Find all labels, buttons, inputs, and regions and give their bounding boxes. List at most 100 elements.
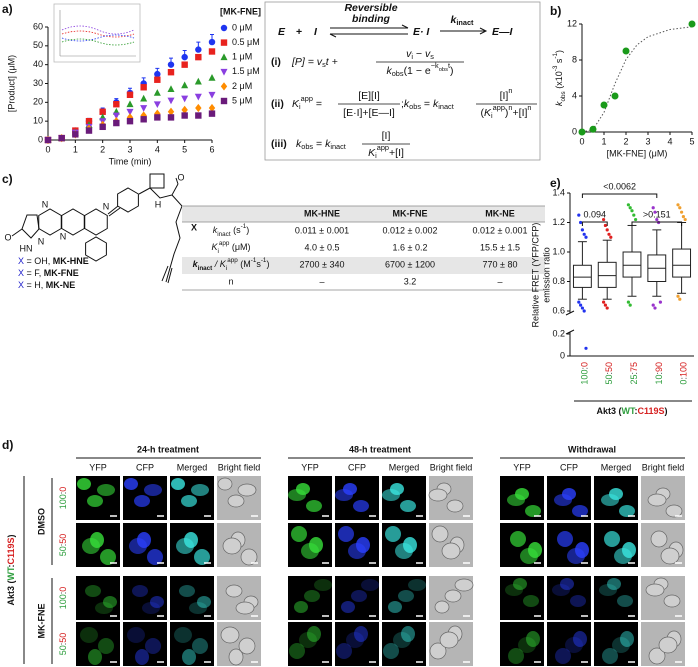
text-segment: 0 xyxy=(679,380,689,385)
bracket xyxy=(581,193,658,198)
channel-label: YFP xyxy=(513,462,531,472)
x-tick-label: 100:0 xyxy=(580,362,590,385)
cell xyxy=(388,601,402,613)
point xyxy=(688,20,696,28)
panel-label: a) xyxy=(2,2,13,16)
point xyxy=(153,89,161,96)
point xyxy=(195,103,202,113)
outlier xyxy=(626,300,631,304)
point xyxy=(126,113,134,122)
x-tick-label: 2 xyxy=(623,136,628,146)
cell xyxy=(227,494,245,508)
y-tick-label: 0.2 xyxy=(552,328,565,338)
cell xyxy=(385,526,401,542)
y-tick-label: 0 xyxy=(572,126,577,136)
cell xyxy=(289,643,305,659)
outlier xyxy=(628,206,632,210)
outlier xyxy=(651,206,655,210)
row-label: kinact / Kiapp (M-1s-1) xyxy=(193,257,270,272)
outlier xyxy=(651,303,655,307)
cell xyxy=(354,626,368,642)
text-segment: (μM) xyxy=(229,242,250,252)
cell xyxy=(77,478,91,490)
outlier xyxy=(602,217,606,222)
cell xyxy=(614,548,632,564)
cell xyxy=(607,578,621,590)
text-segment: i xyxy=(217,248,218,255)
point xyxy=(167,114,175,121)
cell xyxy=(434,600,450,614)
outlier xyxy=(577,300,581,304)
eq-text: Kiapp = xyxy=(292,94,322,111)
text-segment: ; xyxy=(401,98,404,110)
point xyxy=(181,105,188,115)
text-segment: Akt3 ( xyxy=(6,581,16,606)
atom-label: O xyxy=(177,172,184,182)
x-tick-label: 4 xyxy=(155,144,160,154)
outlier xyxy=(584,235,588,239)
point xyxy=(181,61,188,68)
fit-line xyxy=(581,26,693,133)
y-tick-label: 12 xyxy=(567,18,577,28)
cell xyxy=(95,602,113,614)
x-tick-label: 1 xyxy=(73,144,78,154)
y-axis-label: kobs (x10-3 s-1) xyxy=(552,50,567,106)
outlier xyxy=(626,203,631,207)
cell xyxy=(341,601,355,613)
y-tick-label: 50 xyxy=(33,40,43,50)
y-tick-label: 0 xyxy=(38,134,43,144)
cell xyxy=(565,637,583,653)
point xyxy=(126,117,134,125)
cell xyxy=(408,579,426,591)
text-segment: ) xyxy=(450,65,454,77)
bracket-label: 0.094 xyxy=(584,209,607,219)
cell xyxy=(132,585,148,597)
text-segment: 0 xyxy=(580,362,590,367)
micrograph xyxy=(382,576,426,620)
cell xyxy=(505,584,523,596)
table-header-bg xyxy=(182,206,545,222)
cell xyxy=(645,583,665,597)
outlier xyxy=(678,206,682,210)
legend-label: 1.5 μM xyxy=(232,66,260,76)
x-tick-label: 10:90 xyxy=(654,362,664,385)
structure-legend: X = H, MK-NE xyxy=(18,280,75,290)
y-tick-label: 0 xyxy=(560,350,565,360)
cell xyxy=(124,478,138,490)
x-tick-label: 3 xyxy=(645,136,650,146)
cell xyxy=(98,638,114,654)
text-segment: : xyxy=(605,372,615,375)
outlier xyxy=(607,232,611,236)
eq-text: [E·I]+[E—I] xyxy=(343,107,395,119)
text-segment: obs xyxy=(560,91,567,101)
cell xyxy=(508,648,524,664)
text-segment: = OH, xyxy=(24,256,53,266)
cell xyxy=(144,484,162,496)
text-segment: 0 xyxy=(58,487,68,492)
outlier xyxy=(605,306,609,310)
text-segment: : xyxy=(629,372,639,375)
box xyxy=(622,251,642,278)
text-segment: / K xyxy=(212,259,227,269)
cell xyxy=(507,494,525,506)
text-segment: ( xyxy=(481,107,485,119)
legend-marker xyxy=(220,53,228,61)
point xyxy=(194,93,202,101)
cell xyxy=(560,578,574,590)
x-tick-label: 0 xyxy=(579,136,584,146)
outlier xyxy=(632,213,636,217)
outlier xyxy=(683,217,687,222)
structure-legend: X = OH, MK-HNE xyxy=(18,256,89,266)
text-segment: i xyxy=(491,111,493,120)
y-tick-label: 20 xyxy=(33,97,43,107)
point xyxy=(167,97,175,105)
chemical-structure xyxy=(11,173,191,284)
point xyxy=(208,103,216,113)
y-tick-label: 0.6 xyxy=(552,305,565,315)
atom-label: N xyxy=(103,201,110,211)
text-segment: MK-HNE xyxy=(53,256,89,266)
cell xyxy=(291,526,307,542)
cell xyxy=(599,584,617,596)
cell xyxy=(189,602,207,614)
